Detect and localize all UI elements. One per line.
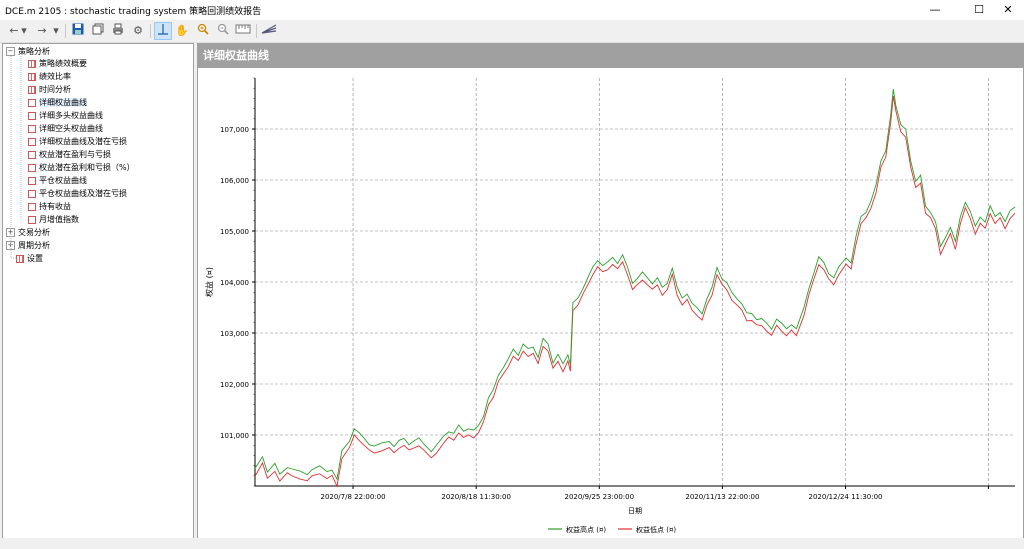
close-button[interactable]: ✕: [1003, 3, 1013, 16]
tree-item-equity-curve[interactable]: 详细权益曲线: [28, 97, 87, 109]
series-low-line: [254, 96, 1016, 488]
tree-item-holding-return[interactable]: 持有收益: [28, 201, 71, 213]
zoom-in-icon[interactable]: [195, 23, 211, 39]
panel-title: 详细权益曲线: [198, 44, 1023, 68]
dropdown-icon[interactable]: ▾: [53, 24, 59, 37]
x-tick-label: 2020/7/8 22:00:00: [320, 493, 385, 501]
tree-item-summary[interactable]: 策略绩效概要: [28, 58, 87, 70]
collapse-icon[interactable]: −: [6, 47, 15, 56]
chart-icon: [28, 137, 36, 146]
y-tick-label: 104,000: [220, 279, 249, 287]
chart-icon: [28, 163, 36, 172]
back-icon[interactable]: ←: [9, 24, 19, 37]
chart-legend: 权益高点 (¤) 权益低点 (¤): [548, 525, 676, 534]
dropdown-icon[interactable]: ▾: [21, 24, 27, 37]
y-axis: 101,000 102,000 103,000 104,000 105,000 106,0…: [220, 77, 256, 487]
tree-group-strategy[interactable]: − 策略分析: [6, 47, 50, 56]
chart-icon: [28, 124, 36, 133]
ruler-icon[interactable]: [234, 23, 252, 39]
chart-icon: [28, 98, 36, 107]
forward-icon[interactable]: →: [37, 24, 47, 37]
save-icon[interactable]: [70, 23, 86, 39]
series-high-line: [254, 88, 1016, 481]
chart-icon: [28, 150, 36, 159]
chart-panel: 详细权益曲线 101,000 102,000 103,000 104,000 105,0…: [197, 43, 1024, 539]
tree-item-settings[interactable]: 设置: [16, 253, 43, 265]
y-tick-label: 106,000: [220, 177, 249, 185]
legend-item: 权益高点 (¤): [566, 525, 606, 534]
chart-icon: [28, 215, 36, 224]
toolbar-separator: [256, 24, 257, 38]
table-icon: [28, 59, 36, 68]
chart-icon: [28, 111, 36, 120]
tree-item-ratios[interactable]: 绩效比率: [28, 71, 71, 83]
x-tick-label: 2020/8/18 11:30:00: [441, 493, 511, 501]
x-axis: 2020/7/8 22:00:00 2020/8/18 11:30:00 2020/…: [255, 485, 1015, 501]
tree-item-potential-pl-pct[interactable]: 权益潜在盈利和亏损（%）: [28, 162, 135, 174]
maximize-button[interactable]: ☐: [974, 3, 984, 16]
copy-icon[interactable]: [90, 23, 106, 39]
y-tick-label: 101,000: [220, 432, 249, 440]
minimize-button[interactable]: —: [929, 3, 941, 16]
report-tree: − 策略分析 策略绩效概要 绩效比率 时间分析 详细权益曲线 详细多头权益曲线 详…: [2, 43, 194, 539]
toolbar: ← ▾ → ▾ ⚙ ✋: [0, 20, 1024, 43]
chart-style-icon[interactable]: [260, 23, 278, 39]
equity-chart[interactable]: 101,000 102,000 103,000 104,000 105,000 106,0…: [198, 68, 1023, 538]
window-title: DCE.m 2105 : stochastic trading system 策…: [5, 7, 262, 17]
y-axis-label: 权益 (¤): [204, 267, 214, 297]
chart-icon: [28, 189, 36, 198]
tree-lines: [10, 56, 22, 259]
tree-item-long-equity[interactable]: 详细多头权益曲线: [28, 110, 103, 122]
x-tick-label: 2020/12/24 11:30:00: [809, 493, 883, 501]
y-tick-label: 107,000: [220, 126, 249, 134]
toolbar-separator: [150, 24, 151, 38]
tree-item-closed-equity-drawdown[interactable]: 平仓权益曲线及潜在亏损: [28, 188, 127, 200]
chart-icon: [28, 176, 36, 185]
table-icon: [28, 85, 36, 94]
title-bar: DCE.m 2105 : stochastic trading system 策…: [0, 0, 1024, 20]
y-tick-label: 103,000: [220, 330, 249, 338]
tree-item-time-analysis[interactable]: 时间分析: [28, 84, 71, 96]
chart-grid: [255, 78, 1015, 486]
x-tick-label: 2020/11/13 22:00:00: [685, 493, 759, 501]
tree-item-potential-pl[interactable]: 权益潜在盈利与亏损: [28, 149, 111, 161]
y-tick-label: 105,000: [220, 228, 249, 236]
tree-item-closed-equity[interactable]: 平仓权益曲线: [28, 175, 87, 187]
print-icon[interactable]: [110, 23, 126, 39]
legend-item: 权益低点 (¤): [636, 525, 676, 534]
tree-item-short-equity[interactable]: 详细空头权益曲线: [28, 123, 103, 135]
x-tick-label: 2020/9/25 23:00:00: [564, 493, 634, 501]
table-icon: [28, 72, 36, 81]
hand-icon[interactable]: ✋: [175, 24, 189, 37]
table-icon: [16, 254, 24, 263]
chart-icon: [28, 202, 36, 211]
y-tick-label: 102,000: [220, 381, 249, 389]
toolbar-separator: [65, 24, 66, 38]
crosshair-icon[interactable]: [154, 22, 172, 40]
x-axis-label: 日期: [628, 507, 642, 515]
zoom-out-icon[interactable]: [215, 23, 231, 39]
settings-icon[interactable]: ⚙: [133, 24, 143, 37]
status-strip: [0, 538, 1024, 549]
tree-item-equity-drawdown[interactable]: 详细权益曲线及潜在亏损: [28, 136, 127, 148]
tree-item-monthly-index[interactable]: 月增值指数: [28, 214, 79, 226]
